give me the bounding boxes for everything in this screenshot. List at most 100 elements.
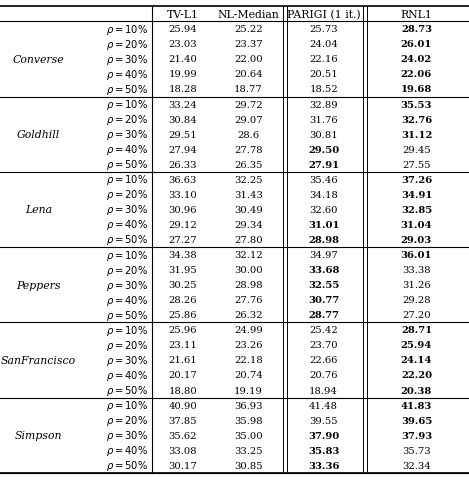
Text: $\rho = 10\%$: $\rho = 10\%$ <box>106 23 148 36</box>
Text: RNL1: RNL1 <box>401 10 432 20</box>
Text: 28.6: 28.6 <box>237 131 260 139</box>
Text: Peppers: Peppers <box>16 280 61 290</box>
Text: 30.00: 30.00 <box>234 265 263 275</box>
Text: Goldhill: Goldhill <box>17 130 60 140</box>
Text: 36.01: 36.01 <box>401 251 432 260</box>
Text: 29.12: 29.12 <box>168 220 197 229</box>
Text: SanFrancisco: SanFrancisco <box>1 355 76 365</box>
Text: 29.50: 29.50 <box>308 145 339 155</box>
Text: Lena: Lena <box>25 205 52 215</box>
Text: 20.38: 20.38 <box>401 386 432 395</box>
Text: $\rho = 50\%$: $\rho = 50\%$ <box>106 158 148 172</box>
Text: 33.08: 33.08 <box>168 446 197 455</box>
Text: 29.28: 29.28 <box>402 296 431 305</box>
Text: 23.70: 23.70 <box>309 341 338 349</box>
Text: $\rho = 40\%$: $\rho = 40\%$ <box>106 143 148 157</box>
Text: PARIGI (1 it.): PARIGI (1 it.) <box>287 10 360 20</box>
Text: 20.17: 20.17 <box>168 371 197 380</box>
Text: 27.27: 27.27 <box>168 236 197 244</box>
Text: $\rho = 10\%$: $\rho = 10\%$ <box>106 323 148 337</box>
Text: Simpson: Simpson <box>15 430 62 440</box>
Text: 24.99: 24.99 <box>234 325 263 335</box>
Text: 22.20: 22.20 <box>401 371 432 380</box>
Text: 35.46: 35.46 <box>309 175 338 184</box>
Text: 27.20: 27.20 <box>402 311 431 320</box>
Text: 26.35: 26.35 <box>234 160 263 169</box>
Text: 32.12: 32.12 <box>234 251 263 260</box>
Text: 18.28: 18.28 <box>168 85 197 94</box>
Text: 33.36: 33.36 <box>308 461 340 470</box>
Text: 30.25: 30.25 <box>168 281 197 289</box>
Text: 20.74: 20.74 <box>234 371 263 380</box>
Text: 29.51: 29.51 <box>168 131 197 139</box>
Text: $\rho = 50\%$: $\rho = 50\%$ <box>106 458 148 472</box>
Text: 30.85: 30.85 <box>234 461 263 470</box>
Text: 19.68: 19.68 <box>401 85 432 94</box>
Text: 25.86: 25.86 <box>169 311 197 320</box>
Text: 18.77: 18.77 <box>234 85 263 94</box>
Text: 32.89: 32.89 <box>309 100 338 109</box>
Text: 29.45: 29.45 <box>402 145 431 155</box>
Text: 32.60: 32.60 <box>310 205 338 215</box>
Text: 21.61: 21.61 <box>168 356 197 365</box>
Text: 41.83: 41.83 <box>401 401 432 410</box>
Text: $\rho = 20\%$: $\rho = 20\%$ <box>106 263 148 277</box>
Text: 31.26: 31.26 <box>402 281 431 289</box>
Text: 23.11: 23.11 <box>168 341 197 349</box>
Text: $\rho = 50\%$: $\rho = 50\%$ <box>106 383 148 397</box>
Text: 22.18: 22.18 <box>234 356 263 365</box>
Text: 31.76: 31.76 <box>309 115 338 124</box>
Text: 31.43: 31.43 <box>234 191 263 199</box>
Text: 22.16: 22.16 <box>309 55 338 64</box>
Text: $\rho = 40\%$: $\rho = 40\%$ <box>106 444 148 457</box>
Text: $\rho = 20\%$: $\rho = 20\%$ <box>106 113 148 127</box>
Text: 36.93: 36.93 <box>234 401 263 410</box>
Text: $\rho = 50\%$: $\rho = 50\%$ <box>106 83 148 97</box>
Text: 35.53: 35.53 <box>401 100 432 109</box>
Text: $\rho = 30\%$: $\rho = 30\%$ <box>106 203 148 217</box>
Text: 25.22: 25.22 <box>234 25 263 34</box>
Text: $\rho = 10\%$: $\rho = 10\%$ <box>106 398 148 412</box>
Text: 31.95: 31.95 <box>168 265 197 275</box>
Text: 25.94: 25.94 <box>401 341 432 349</box>
Text: 37.26: 37.26 <box>401 175 432 184</box>
Text: 28.98: 28.98 <box>308 236 339 244</box>
Text: 31.12: 31.12 <box>401 131 432 139</box>
Text: $\rho = 40\%$: $\rho = 40\%$ <box>106 68 148 82</box>
Text: 31.01: 31.01 <box>308 220 340 229</box>
Text: $\rho = 30\%$: $\rho = 30\%$ <box>106 53 148 67</box>
Text: $\rho = 30\%$: $\rho = 30\%$ <box>106 353 148 367</box>
Text: 27.55: 27.55 <box>402 160 431 169</box>
Text: 31.04: 31.04 <box>401 220 432 229</box>
Text: 41.48: 41.48 <box>309 401 338 410</box>
Text: $\rho = 20\%$: $\rho = 20\%$ <box>106 338 148 352</box>
Text: 27.94: 27.94 <box>168 145 197 155</box>
Text: 27.80: 27.80 <box>234 236 263 244</box>
Text: 27.76: 27.76 <box>234 296 263 305</box>
Text: 19.99: 19.99 <box>168 70 197 79</box>
Text: 35.73: 35.73 <box>402 446 431 455</box>
Text: 18.94: 18.94 <box>309 386 338 395</box>
Text: 30.17: 30.17 <box>168 461 197 470</box>
Text: $\rho = 40\%$: $\rho = 40\%$ <box>106 368 148 382</box>
Text: 33.24: 33.24 <box>168 100 197 109</box>
Text: 40.90: 40.90 <box>168 401 197 410</box>
Text: $\rho = 50\%$: $\rho = 50\%$ <box>106 233 148 247</box>
Text: 34.97: 34.97 <box>309 251 338 260</box>
Text: 28.26: 28.26 <box>169 296 197 305</box>
Text: 25.94: 25.94 <box>168 25 197 34</box>
Text: 29.72: 29.72 <box>234 100 263 109</box>
Text: 28.77: 28.77 <box>308 311 339 320</box>
Text: 18.52: 18.52 <box>309 85 338 94</box>
Text: 25.42: 25.42 <box>309 325 338 335</box>
Text: 30.84: 30.84 <box>168 115 197 124</box>
Text: 21.40: 21.40 <box>168 55 197 64</box>
Text: 22.66: 22.66 <box>310 356 338 365</box>
Text: 33.38: 33.38 <box>402 265 431 275</box>
Text: 37.90: 37.90 <box>308 431 339 440</box>
Text: 24.02: 24.02 <box>401 55 432 64</box>
Text: $\rho = 40\%$: $\rho = 40\%$ <box>106 218 148 232</box>
Text: 37.85: 37.85 <box>168 416 197 425</box>
Text: 28.73: 28.73 <box>401 25 432 34</box>
Text: 24.14: 24.14 <box>401 356 432 365</box>
